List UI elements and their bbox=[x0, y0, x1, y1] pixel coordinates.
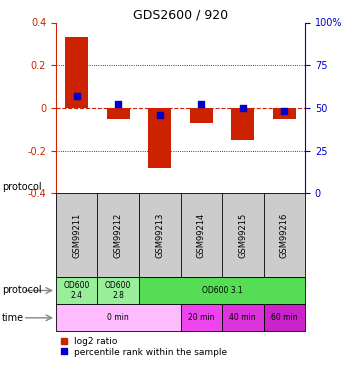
Text: OD600 3.1: OD600 3.1 bbox=[202, 286, 242, 295]
Bar bbox=[56, 304, 180, 332]
Bar bbox=[273, 108, 296, 118]
Title: GDS2600 / 920: GDS2600 / 920 bbox=[133, 8, 228, 21]
Text: GSM99212: GSM99212 bbox=[114, 213, 123, 258]
Point bbox=[74, 93, 80, 99]
Text: 20 min: 20 min bbox=[188, 314, 214, 322]
Bar bbox=[190, 108, 213, 123]
Bar bbox=[139, 277, 305, 304]
Point bbox=[199, 102, 204, 108]
Text: OD600
2.4: OD600 2.4 bbox=[64, 281, 90, 300]
Text: GSM99216: GSM99216 bbox=[280, 212, 289, 258]
Point bbox=[116, 102, 121, 108]
Bar bbox=[97, 277, 139, 304]
Bar bbox=[107, 108, 130, 118]
Text: GSM99213: GSM99213 bbox=[155, 212, 164, 258]
Text: time: time bbox=[2, 313, 24, 323]
Point bbox=[240, 105, 245, 111]
Text: OD600
2.8: OD600 2.8 bbox=[105, 281, 131, 300]
Legend: log2 ratio, percentile rank within the sample: log2 ratio, percentile rank within the s… bbox=[61, 336, 228, 358]
Bar bbox=[148, 108, 171, 168]
Text: GSM99215: GSM99215 bbox=[238, 213, 247, 258]
Bar bbox=[180, 304, 222, 332]
Bar bbox=[56, 277, 97, 304]
Text: 60 min: 60 min bbox=[271, 314, 297, 322]
Bar bbox=[65, 38, 88, 108]
Bar bbox=[222, 304, 264, 332]
Text: 40 min: 40 min bbox=[230, 314, 256, 322]
Point bbox=[282, 108, 287, 114]
Point bbox=[157, 112, 162, 118]
Text: 0 min: 0 min bbox=[107, 314, 129, 322]
Text: protocol: protocol bbox=[2, 183, 42, 192]
Bar bbox=[264, 304, 305, 332]
Bar bbox=[231, 108, 254, 140]
Text: GSM99214: GSM99214 bbox=[197, 213, 206, 258]
Text: protocol: protocol bbox=[2, 285, 42, 296]
Text: GSM99211: GSM99211 bbox=[72, 213, 81, 258]
